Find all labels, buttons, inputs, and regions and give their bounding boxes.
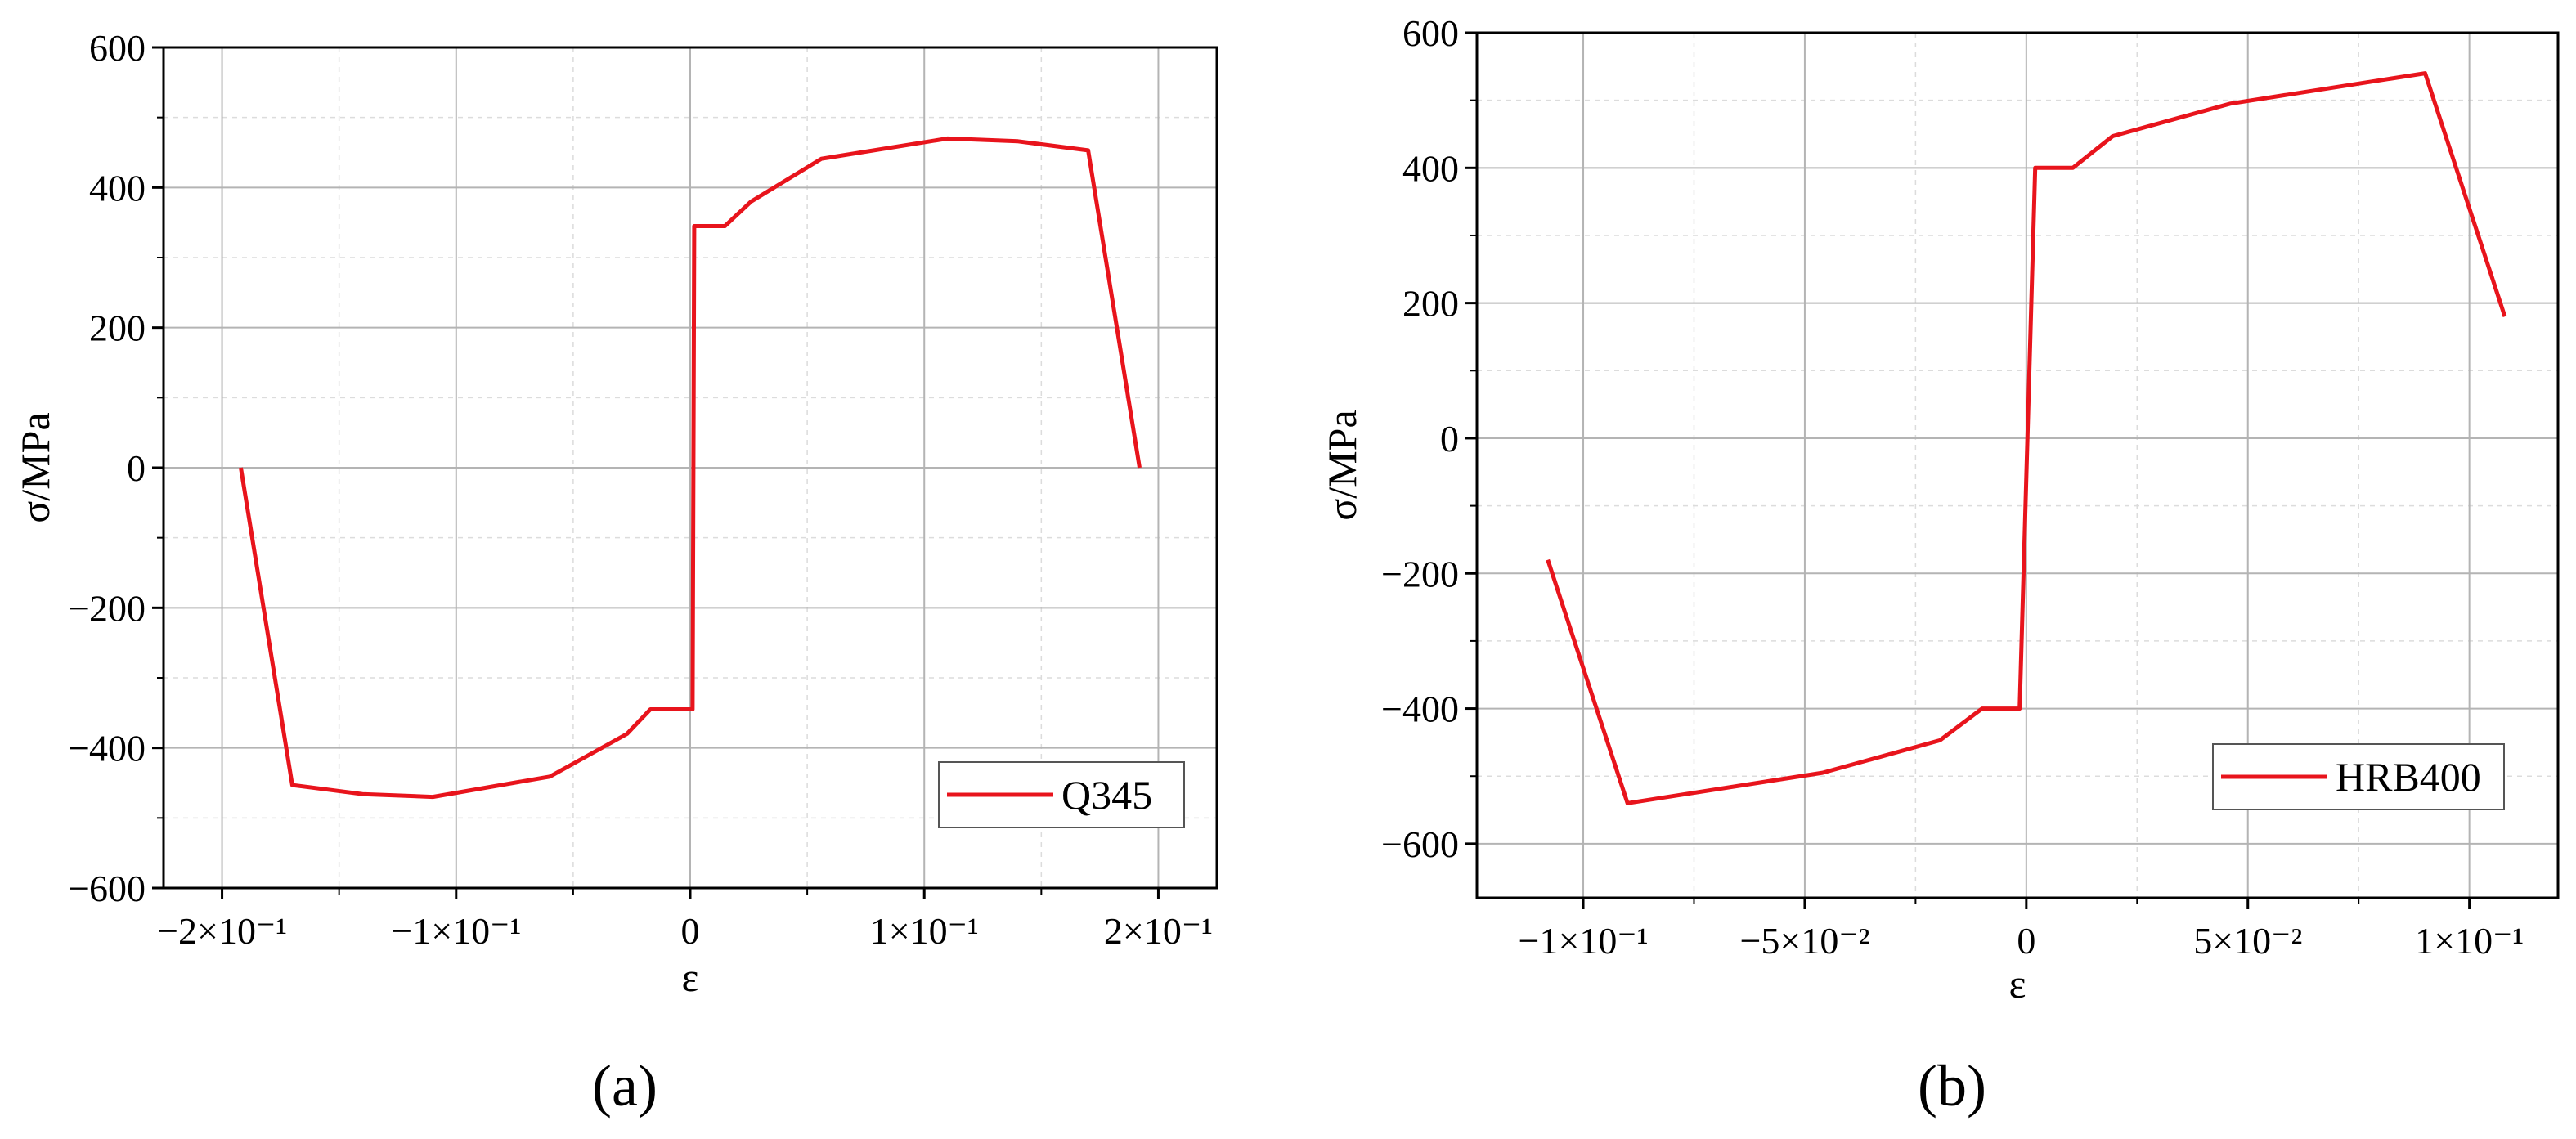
y-tick-label: −200 [1381, 553, 1459, 594]
x-tick-label: 0 [2017, 920, 2035, 962]
x-axis-title: ε [2009, 961, 2026, 1007]
y-tick-label: 200 [1402, 283, 1459, 325]
series-line-hrb400 [1546, 71, 2507, 805]
x-tick-label: 0 [681, 910, 700, 952]
x-tick-label: −1×10⁻¹ [391, 910, 521, 952]
x-tick-label: 1×10⁻¹ [2415, 920, 2524, 962]
plot-frame [1475, 31, 2560, 899]
y-tick-label: 400 [89, 167, 146, 209]
x-tick-label: −5×10⁻² [1739, 920, 1869, 962]
legend: HRB400 [2212, 743, 2505, 810]
chart-panel-a: −2×10⁻¹ −1×10⁻¹ 0 1×10⁻¹ 2×10⁻¹ −600 −400 −200 0… [12, 27, 1218, 1119]
legend-label: Q345 [1061, 772, 1152, 818]
y-tick-label: −600 [1381, 823, 1459, 865]
y-tick-label: −400 [1381, 688, 1459, 730]
y-tick-label: −600 [68, 868, 146, 909]
legend: Q345 [938, 761, 1185, 828]
series-line-q345 [239, 136, 1142, 800]
y-axis-title: σ/MPa [12, 412, 58, 522]
legend-box [938, 761, 1185, 828]
y-tick-label: 0 [127, 447, 146, 489]
y-tick-label: −400 [68, 728, 146, 769]
x-tick-label: 2×10⁻¹ [1104, 910, 1213, 952]
y-tick-label: 200 [89, 307, 146, 349]
x-tick-label: −1×10⁻¹ [1519, 920, 1649, 962]
chart-panel-b: −1×10⁻¹ −5×10⁻² 0 5×10⁻² 1×10⁻¹ −600 −400 −200 0… [1319, 12, 2560, 1119]
y-tick-label: −200 [68, 587, 146, 629]
panel-label: (b) [1918, 1053, 1986, 1119]
x-tick-label: −2×10⁻¹ [157, 910, 287, 952]
y-tick-label: 0 [1440, 418, 1459, 460]
x-tick-label: 1×10⁻¹ [870, 910, 979, 952]
y-tick-label: 600 [1402, 12, 1459, 54]
legend-label: HRB400 [2336, 754, 2481, 800]
y-axis-title: σ/MPa [1319, 410, 1365, 520]
panel-label: (a) [592, 1053, 657, 1119]
x-tick-label: 5×10⁻² [2193, 920, 2302, 962]
x-axis-title: ε [682, 954, 699, 1000]
y-tick-label: 400 [1402, 147, 1459, 189]
y-tick-label: 600 [89, 27, 146, 69]
